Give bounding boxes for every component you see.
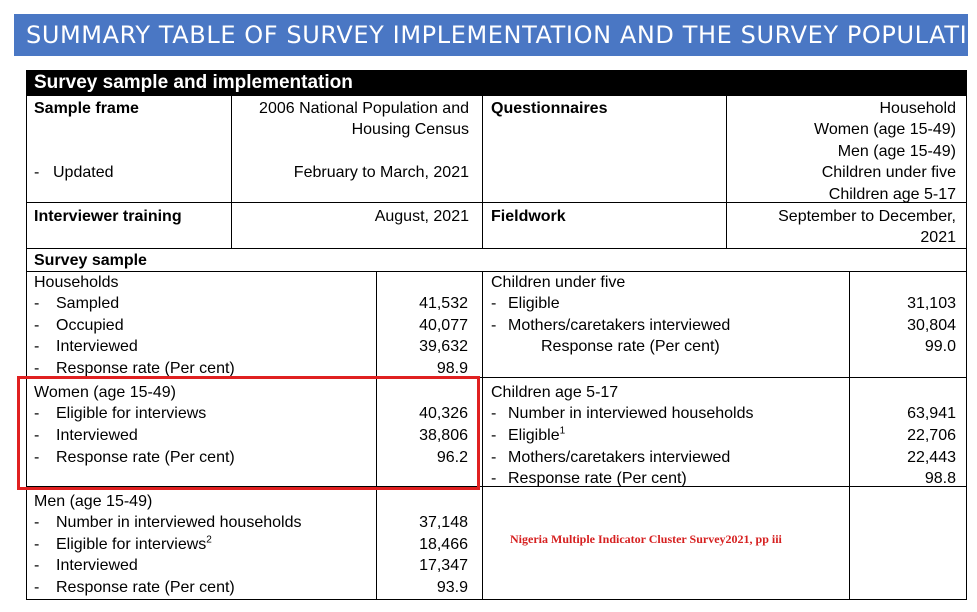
questionnaires-label: Questionnaires bbox=[491, 100, 608, 117]
children-under-five-label: Children under five bbox=[491, 274, 626, 291]
updated-value: February to March, 2021 bbox=[293, 164, 469, 181]
households-row-value: 39,632 bbox=[419, 338, 468, 355]
sample-frame-label: Sample frame bbox=[34, 100, 139, 117]
men-row-label: Interviewed bbox=[56, 557, 138, 574]
questionnaire-item: Children under five bbox=[821, 164, 956, 181]
dash: - bbox=[491, 427, 497, 444]
children-5-17-row-label: Number in interviewed households bbox=[508, 405, 754, 422]
dash: - bbox=[491, 295, 497, 312]
women-row-label: Interviewed bbox=[56, 427, 138, 444]
women-row-label: Eligible for interviews bbox=[56, 405, 207, 422]
men-row-label-text: Eligible for interviews bbox=[56, 536, 207, 553]
fieldwork-value-line1: September to December, bbox=[778, 208, 956, 225]
section-title: Survey sample and implementation bbox=[26, 70, 967, 95]
fieldwork-label: Fieldwork bbox=[491, 208, 566, 225]
dash: - bbox=[34, 449, 40, 466]
men-row-value: 37,148 bbox=[419, 514, 468, 531]
children-5-17-row-label: Response rate (Per cent) bbox=[508, 470, 687, 487]
dash: - bbox=[34, 427, 40, 444]
dash: - bbox=[491, 317, 497, 334]
dash: - bbox=[34, 338, 40, 355]
dash: - bbox=[34, 536, 40, 553]
sample-frame-value-line2: Housing Census bbox=[351, 121, 469, 138]
footnote-marker: 2 bbox=[206, 534, 212, 546]
women-row-label: Response rate (Per cent) bbox=[56, 449, 235, 466]
dash: - bbox=[491, 405, 497, 422]
children-5-17-row-value: 22,706 bbox=[907, 427, 956, 444]
dash: - bbox=[34, 360, 40, 377]
households-row-label: Interviewed bbox=[56, 338, 138, 355]
children-5-17-label: Children age 5-17 bbox=[491, 384, 619, 401]
dash: - bbox=[34, 164, 40, 181]
interviewer-training-value: August, 2021 bbox=[374, 208, 469, 225]
men-row-label: Number in interviewed households bbox=[56, 514, 302, 531]
households-row-label: Occupied bbox=[56, 317, 124, 334]
questionnaire-item: Children age 5-17 bbox=[828, 186, 956, 203]
updated-label: Updated bbox=[53, 164, 114, 181]
households-row-label: Sampled bbox=[56, 295, 120, 312]
households-row-value: 41,532 bbox=[419, 295, 468, 312]
children-under-five-row-label: Mothers/caretakers interviewed bbox=[508, 317, 731, 334]
dash: - bbox=[34, 514, 40, 531]
dash: - bbox=[491, 470, 497, 487]
households-row-label: Response rate (Per cent) bbox=[56, 360, 235, 377]
dash: - bbox=[34, 557, 40, 574]
children-5-17-row-value: 63,941 bbox=[907, 405, 956, 422]
children-under-five-row-label: Eligible bbox=[508, 295, 560, 312]
dash: - bbox=[34, 405, 40, 422]
banner-title: SUMMARY TABLE OF SURVEY IMPLEMENTATION A… bbox=[26, 21, 977, 49]
children-5-17-row-value: 98.8 bbox=[924, 470, 956, 487]
dash: - bbox=[34, 579, 40, 596]
sample-frame-value-line1: 2006 National Population and bbox=[259, 100, 469, 117]
page-banner: SUMMARY TABLE OF SURVEY IMPLEMENTATION A… bbox=[14, 14, 977, 56]
questionnaire-item: Household bbox=[879, 100, 957, 117]
survey-sample-label: Survey sample bbox=[34, 252, 147, 269]
dash: - bbox=[34, 317, 40, 334]
men-row-value: 17,347 bbox=[419, 557, 468, 574]
men-row-value: 93.9 bbox=[436, 579, 468, 596]
children-5-17-row-label-text: Eligible bbox=[508, 427, 560, 444]
survey-sample-header-cell bbox=[26, 248, 967, 272]
children-5-17-row-label: Mothers/caretakers interviewed bbox=[508, 449, 731, 466]
dash: - bbox=[491, 449, 497, 466]
questionnaire-item: Women (age 15-49) bbox=[814, 121, 956, 138]
men-label: Men (age 15-49) bbox=[34, 493, 153, 510]
children-5-17-row-value: 22,443 bbox=[907, 449, 956, 466]
households-label: Households bbox=[34, 274, 119, 291]
women-row-value: 96.2 bbox=[436, 449, 468, 466]
women-row-value: 40,326 bbox=[419, 405, 468, 422]
women-row-value: 38,806 bbox=[419, 427, 468, 444]
men-row-label: Eligible for interviews2 bbox=[56, 534, 212, 555]
children-under-five-row-label: Response rate (Per cent) bbox=[541, 338, 720, 355]
children-under-five-row-value: 31,103 bbox=[907, 295, 956, 312]
dash: - bbox=[34, 295, 40, 312]
questionnaire-item: Men (age 15-49) bbox=[837, 143, 956, 160]
footnote-marker: 1 bbox=[559, 425, 566, 437]
highlight-box bbox=[17, 376, 480, 490]
households-row-value: 40,077 bbox=[419, 317, 468, 334]
households-row-value: 98.9 bbox=[436, 360, 468, 377]
interviewer-training-label: Interviewer training bbox=[34, 208, 182, 225]
fieldwork-value-line2: 2021 bbox=[920, 229, 956, 246]
men-row-value: 18,466 bbox=[419, 536, 468, 553]
children-5-17-row-label: Eligible1 bbox=[508, 425, 565, 446]
women-label: Women (age 15-49) bbox=[34, 384, 176, 401]
children-under-five-row-value: 99.0 bbox=[924, 338, 956, 355]
empty-value-cell bbox=[849, 486, 967, 600]
men-row-label: Response rate (Per cent) bbox=[56, 579, 235, 596]
source-note: Nigeria Multiple Indicator Cluster Surve… bbox=[510, 532, 782, 546]
children-under-five-row-value: 30,804 bbox=[907, 317, 956, 334]
